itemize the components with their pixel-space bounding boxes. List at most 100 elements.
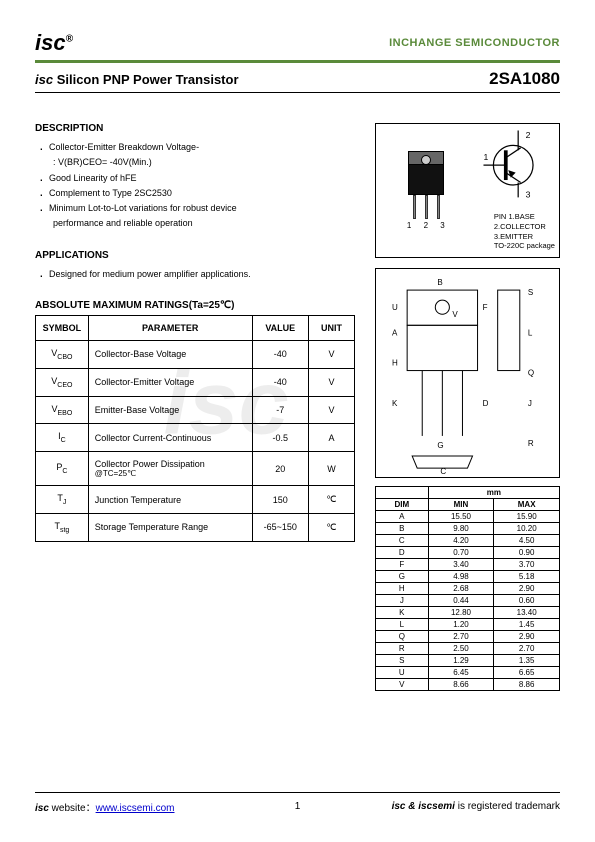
- package-schematic: 2 1 3 PIN 1.BASE 2.COLLECTOR 3.EMITTER T…: [477, 124, 559, 257]
- dimension-diagram-icon: B F U A H K G D C S L Q J R V: [382, 275, 553, 476]
- table-cell: H: [376, 583, 429, 595]
- dim-unit-row: mm: [376, 487, 560, 499]
- title-isc: isc: [35, 72, 53, 87]
- table-cell: ℃: [308, 514, 354, 542]
- table-cell: 8.86: [494, 679, 560, 691]
- table-cell: L: [376, 619, 429, 631]
- table-row: VCBOCollector-Base Voltage-40V: [36, 341, 355, 369]
- dimension-table: mm DIM MIN MAX A15.5015.90B9.8010.20C4.2…: [375, 486, 560, 691]
- pin-label-hdr: PIN: [494, 212, 507, 221]
- table-cell: 6.65: [494, 667, 560, 679]
- table-cell: 2.50: [428, 643, 494, 655]
- dim-col-dim: DIM: [376, 499, 429, 511]
- pin-numbers: 1 2 3: [407, 221, 450, 230]
- logo-text: isc: [35, 30, 66, 55]
- table-cell: 2.68: [428, 583, 494, 595]
- table-cell: W: [308, 452, 354, 486]
- svg-text:L: L: [528, 328, 533, 337]
- svg-text:J: J: [528, 399, 532, 408]
- to220-icon: [408, 151, 444, 219]
- table-cell: S: [376, 655, 429, 667]
- title-text: Silicon PNP Power Transistor: [53, 72, 238, 87]
- title-row: isc Silicon PNP Power Transistor 2SA1080: [35, 69, 560, 93]
- table-cell: TJ: [36, 486, 89, 514]
- description-list: Collector-Emitter Breakdown Voltage- : V…: [35, 140, 363, 232]
- dim-unit-hdr: mm: [428, 487, 559, 499]
- table-cell: 0.44: [428, 595, 494, 607]
- col-symbol: SYMBOL: [36, 316, 89, 341]
- package-type: TO-220C package: [494, 241, 555, 250]
- table-cell: K: [376, 607, 429, 619]
- table-row: V8.668.86: [376, 679, 560, 691]
- table-cell: -40: [252, 341, 308, 369]
- table-cell: 1.29: [428, 655, 494, 667]
- table-cell: Collector-Emitter Voltage: [88, 368, 252, 396]
- table-cell: 0.70: [428, 547, 494, 559]
- table-cell: B: [376, 523, 429, 535]
- ratings-table: SYMBOL PARAMETER VALUE UNIT VCBOCollecto…: [35, 315, 355, 542]
- table-cell: PC: [36, 452, 89, 486]
- table-cell: F: [376, 559, 429, 571]
- table-cell: 1.35: [494, 655, 560, 667]
- desc-item: Collector-Emitter Breakdown Voltage-: [39, 140, 363, 155]
- table-cell: 10.20: [494, 523, 560, 535]
- table-cell: V: [376, 679, 429, 691]
- page-number: 1: [295, 801, 301, 812]
- dim-col-min: MIN: [428, 499, 494, 511]
- table-cell: R: [376, 643, 429, 655]
- table-cell: Collector Current-Continuous: [88, 424, 252, 452]
- table-cell: V: [308, 368, 354, 396]
- col-value: VALUE: [252, 316, 308, 341]
- website-link[interactable]: www.iscsemi.com: [96, 803, 175, 814]
- logo-sup: ®: [66, 34, 73, 45]
- table-cell: -40: [252, 368, 308, 396]
- table-cell: Tstg: [36, 514, 89, 542]
- table-cell: 1.45: [494, 619, 560, 631]
- transistor-schematic-icon: 2 1 3: [481, 128, 555, 202]
- table-cell: VCEO: [36, 368, 89, 396]
- table-row: F3.403.70: [376, 559, 560, 571]
- table-row: U6.456.65: [376, 667, 560, 679]
- table-cell: VCBO: [36, 341, 89, 369]
- table-cell: Storage Temperature Range: [88, 514, 252, 542]
- dim-header-row: DIM MIN MAX: [376, 499, 560, 511]
- footer-left: isc website：www.iscsemi.com: [35, 799, 175, 814]
- table-cell: 2.90: [494, 583, 560, 595]
- svg-text:G: G: [437, 441, 443, 450]
- table-cell: 150: [252, 486, 308, 514]
- table-cell: 8.66: [428, 679, 494, 691]
- part-number: 2SA1080: [489, 69, 560, 89]
- table-row: C4.204.50: [376, 535, 560, 547]
- table-row: H2.682.90: [376, 583, 560, 595]
- table-cell: Collector Power Dissipation@TC=25℃: [88, 452, 252, 486]
- table-row: S1.291.35: [376, 655, 560, 667]
- svg-text:F: F: [483, 303, 488, 312]
- svg-text:R: R: [528, 439, 534, 448]
- table-cell: C: [376, 535, 429, 547]
- svg-text:H: H: [392, 359, 398, 368]
- svg-text:Q: Q: [528, 369, 534, 378]
- footer-left-text: website：: [49, 803, 96, 814]
- table-row: L1.201.45: [376, 619, 560, 631]
- applications-list: Designed for medium power amplifier appl…: [35, 267, 363, 282]
- table-row: A15.5015.90: [376, 511, 560, 523]
- footer-right: isc & iscsemi is registered trademark: [392, 801, 560, 812]
- table-cell: 15.50: [428, 511, 494, 523]
- left-column: DESCRIPTION Collector-Emitter Breakdown …: [35, 123, 363, 691]
- desc-item: Complement to Type 2SC2530: [39, 186, 363, 201]
- right-column: 1 2 3 2 1 3 PIN 1.BASE: [375, 123, 560, 691]
- pin-3: 3.EMITTER: [494, 232, 533, 241]
- table-cell: 9.80: [428, 523, 494, 535]
- table-cell: D: [376, 547, 429, 559]
- svg-text:U: U: [392, 303, 398, 312]
- svg-text:B: B: [437, 278, 442, 287]
- desc-item: performance and reliable operation: [39, 216, 363, 231]
- svg-text:A: A: [392, 328, 398, 337]
- table-row: J0.440.60: [376, 595, 560, 607]
- svg-text:S: S: [528, 288, 533, 297]
- table-row: VEBOEmitter-Base Voltage-7V: [36, 396, 355, 424]
- table-cell: -0.5: [252, 424, 308, 452]
- dim-col-max: MAX: [494, 499, 560, 511]
- table-cell: 2.70: [428, 631, 494, 643]
- table-cell: VEBO: [36, 396, 89, 424]
